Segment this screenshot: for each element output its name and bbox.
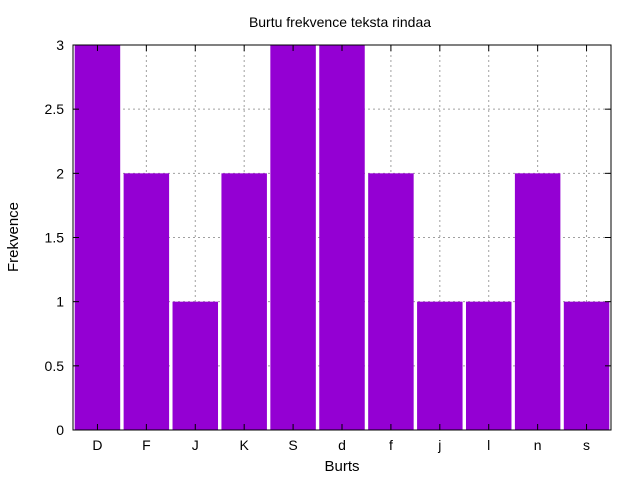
bar-n — [514, 173, 561, 431]
y-tick-label: 2 — [56, 165, 64, 181]
x-tick-label: S — [288, 437, 297, 453]
x-tick-label: f — [389, 437, 393, 453]
bar-S — [270, 45, 316, 430]
bar-s — [563, 301, 610, 430]
bar-J — [172, 301, 219, 430]
y-tick-label: 1.5 — [45, 230, 65, 246]
x-tick-label: K — [240, 437, 250, 453]
x-tick-label: D — [92, 437, 102, 453]
y-tick-label: 2.5 — [45, 101, 65, 117]
bars — [74, 45, 610, 431]
x-tick-label: J — [192, 437, 199, 453]
bar-l — [465, 301, 512, 430]
y-axis-label: Frekvence — [5, 202, 22, 272]
bar-f — [368, 173, 414, 431]
y-tick-label: 3 — [56, 37, 64, 53]
y-tick-label: 0 — [56, 422, 64, 438]
x-tick-label: n — [534, 437, 542, 453]
x-tick-label: F — [142, 437, 151, 453]
x-axis-label: Burts — [324, 458, 359, 475]
bar-F — [123, 173, 170, 431]
x-tick-label: j — [437, 437, 441, 453]
bar-D — [74, 45, 121, 430]
y-tick-label: 0.5 — [45, 358, 65, 374]
bar-j — [417, 301, 463, 430]
x-tick-label: l — [487, 437, 490, 453]
bar-K — [221, 173, 267, 431]
x-tick-label: d — [338, 437, 346, 453]
bar-d — [319, 45, 365, 430]
y-axis-ticks: 0 0.5 1 1.5 2 2.5 3 — [45, 37, 611, 438]
chart-title: Burtu frekvence teksta rindaa — [249, 14, 431, 30]
y-tick-label: 1 — [56, 294, 64, 310]
x-tick-label: s — [583, 437, 590, 453]
